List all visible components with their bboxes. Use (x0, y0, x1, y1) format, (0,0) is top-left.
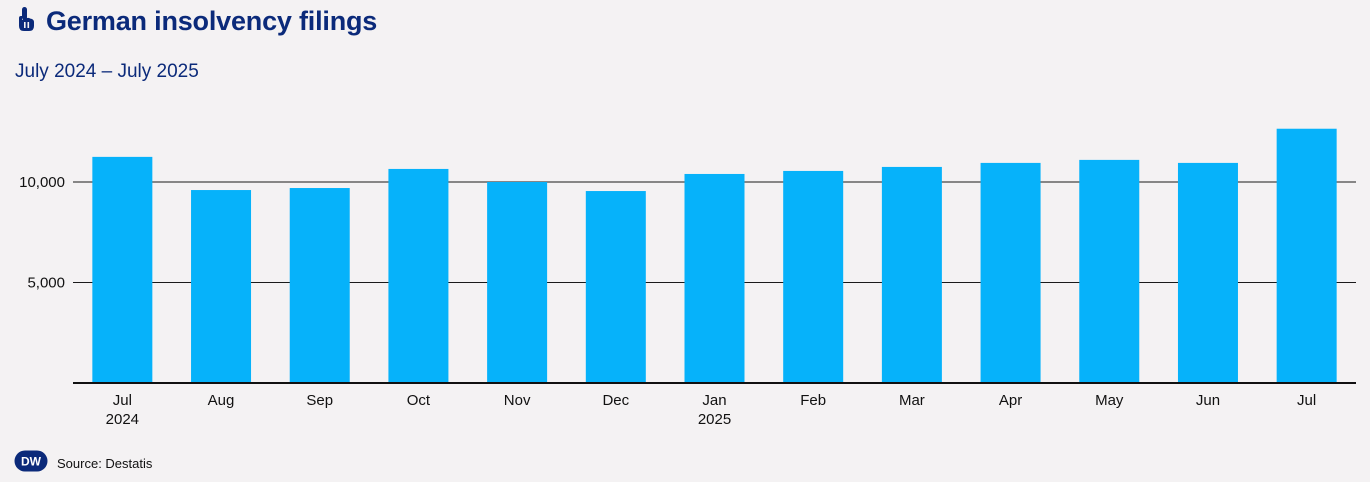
bar-8 (881, 166, 942, 383)
x-tick-label: Aug (208, 392, 235, 409)
bar-11 (1177, 162, 1238, 383)
bar-12 (1276, 128, 1337, 383)
bar-0 (92, 156, 153, 383)
bar-2 (289, 188, 350, 383)
footer: DW Source: Destatis (14, 450, 152, 477)
x-tick-label: Jul (1297, 392, 1316, 409)
bar-chart: 5,000 10,000 Jul 2024 Aug Sep Oct Nov Dec Jan 2025… (19, 128, 1356, 428)
x-tick-sublabel: 2025 (698, 411, 731, 428)
source-note: Source: Destatis (57, 456, 153, 471)
bar-7 (783, 170, 844, 383)
x-tick-label: Apr (999, 392, 1022, 409)
dw-logo: DW (14, 450, 48, 477)
y-tick-label: 10,000 (19, 174, 65, 191)
x-tick-label: Jun (1196, 392, 1220, 409)
x-tick-label: Jan (702, 392, 726, 409)
pointer-hand-icon (16, 6, 36, 37)
title-row: German insolvency filings (16, 6, 377, 37)
y-tick-label: 5,000 (27, 275, 65, 292)
x-tick-label: Jul (113, 392, 132, 409)
x-tick-label: Dec (602, 392, 629, 409)
bar-4 (487, 182, 548, 383)
bar-1 (191, 190, 252, 383)
bar-10 (1079, 159, 1140, 383)
x-tick-label: Feb (800, 392, 826, 409)
chart-subtitle: July 2024 – July 2025 (15, 61, 199, 82)
x-tick-sublabel: 2024 (106, 411, 139, 428)
x-tick-label: Sep (306, 392, 333, 409)
x-tick-label: Nov (504, 392, 531, 409)
chart-title: German insolvency filings (46, 6, 378, 36)
x-tick-label: May (1095, 392, 1124, 409)
x-tick-label: Oct (407, 392, 431, 409)
x-tick-label: Mar (899, 392, 925, 409)
dw-logo-text: DW (21, 455, 42, 469)
bar-5 (585, 191, 646, 383)
bar-6 (684, 173, 745, 383)
bar-3 (388, 168, 449, 383)
bar-9 (980, 162, 1041, 383)
chart-header: German insolvency filings (16, 6, 377, 37)
